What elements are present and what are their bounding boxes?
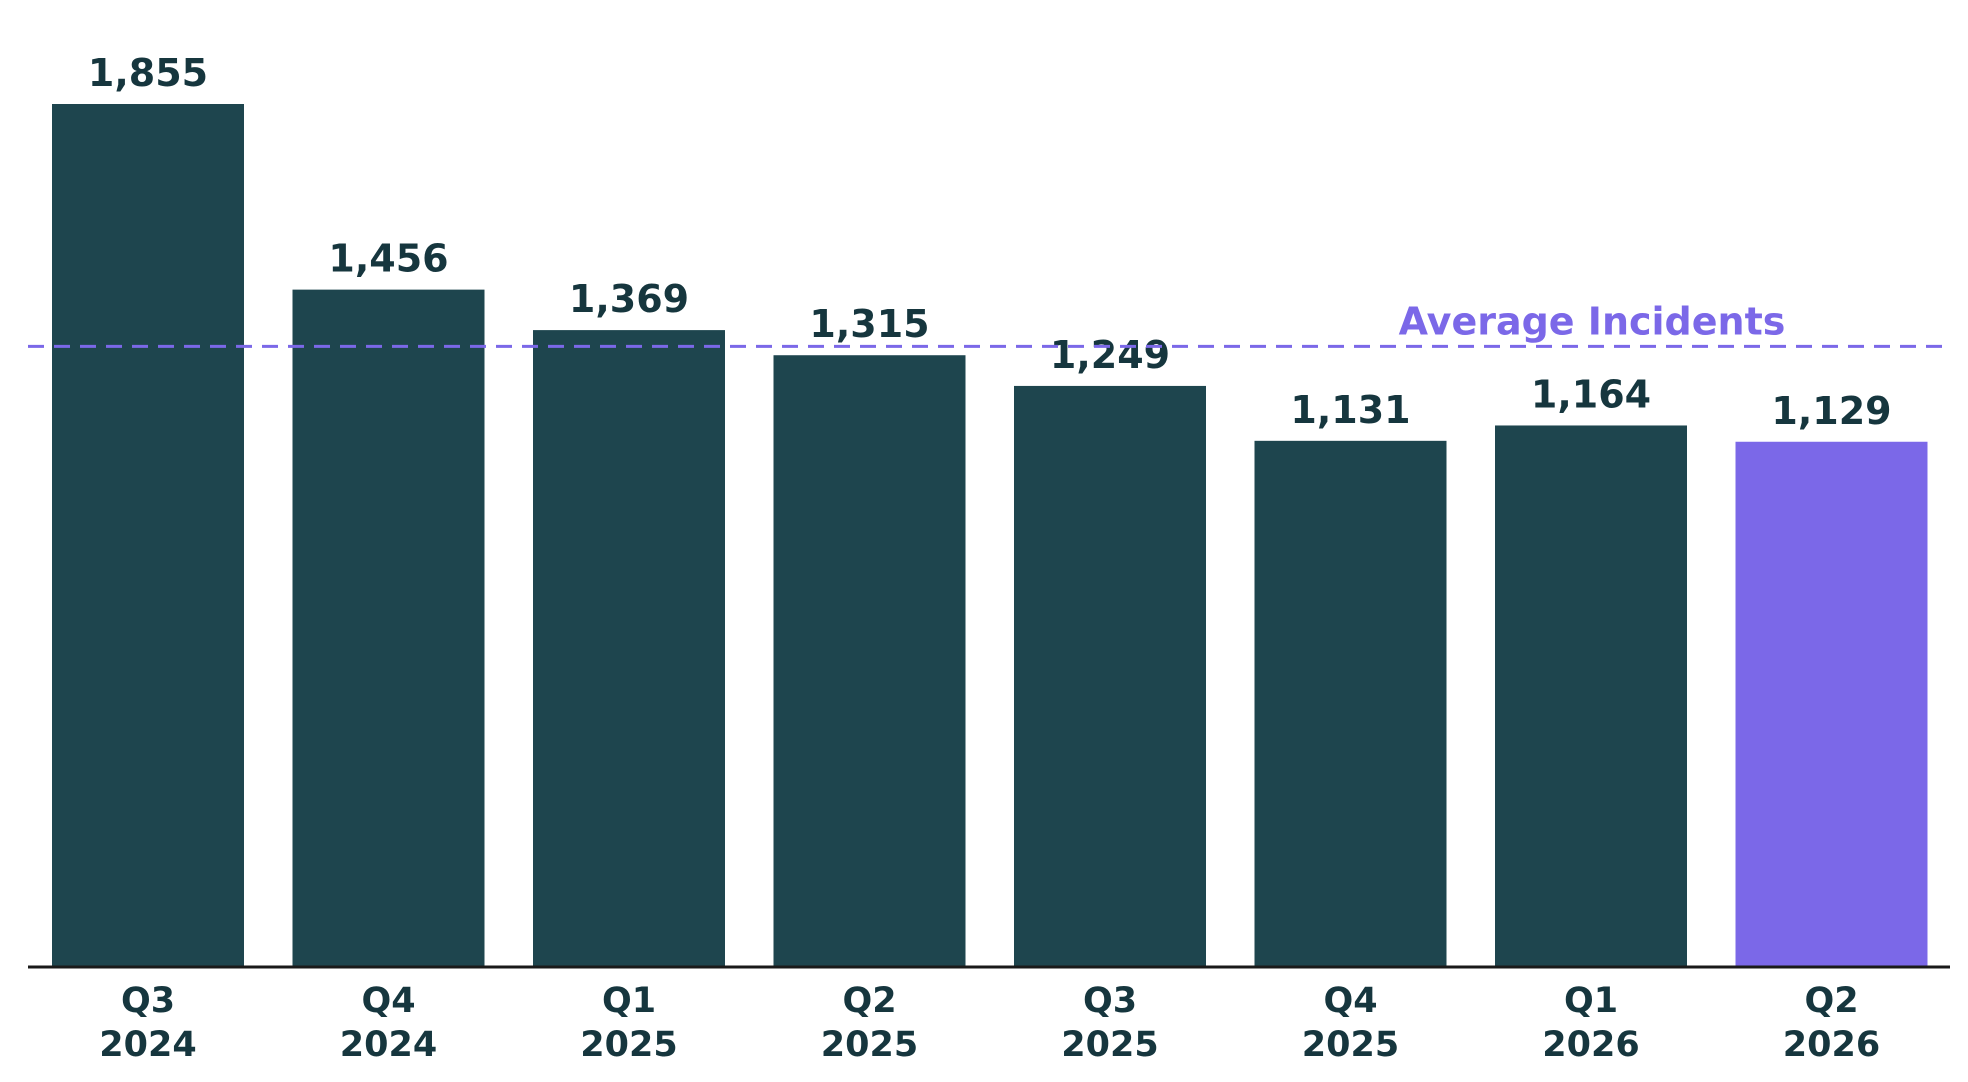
- x-tick-label: Q4 2024: [340, 981, 437, 1065]
- bar-q1-2025: [533, 330, 725, 968]
- bar-value-label: 1,315: [809, 302, 929, 346]
- bar-value-label: 1,855: [88, 51, 208, 95]
- x-tick-quarter: Q2: [842, 981, 896, 1021]
- bar-q3-2025: [1014, 385, 1206, 967]
- x-tick-label: Q3 2024: [99, 981, 196, 1065]
- x-tick-label: Q1 2026: [1542, 981, 1639, 1065]
- bar-q1-2026: [1495, 425, 1687, 967]
- bar-q3-2024: [52, 104, 244, 967]
- bar-value-label: 1,456: [328, 237, 448, 281]
- bar-value-label: 1,164: [1531, 372, 1651, 416]
- x-tick-year: 2025: [1302, 1025, 1399, 1065]
- x-tick-label: Q2 2025: [821, 981, 918, 1065]
- x-tick-year: 2025: [580, 1025, 677, 1065]
- value-labels-group: 1,855 1,456 1,369 1,315 1,249 1,131 1,164 1,129: [88, 51, 1892, 433]
- x-tick-quarter: Q1: [1564, 981, 1618, 1021]
- x-tick-quarter: Q4: [1323, 981, 1377, 1021]
- x-tick-year: 2025: [1061, 1025, 1158, 1065]
- x-tick-quarter: Q4: [361, 981, 415, 1021]
- average-reference-label: Average Incidents: [1399, 299, 1786, 343]
- x-tick-label: Q2 2026: [1783, 981, 1880, 1065]
- x-tick-quarter: Q2: [1804, 981, 1858, 1021]
- x-tick-label: Q3 2025: [1061, 981, 1158, 1065]
- bar-q2-2025: [773, 355, 966, 967]
- x-tick-label: Q4 2025: [1302, 981, 1399, 1065]
- x-tick-year: 2024: [99, 1025, 196, 1065]
- bar-q2-2026: [1735, 441, 1928, 967]
- bar-value-label: 1,129: [1771, 389, 1891, 433]
- x-tick-year: 2026: [1542, 1025, 1639, 1065]
- bars-group: [52, 104, 1928, 968]
- bar-value-label: 1,369: [569, 277, 689, 321]
- x-tick-year: 2024: [340, 1025, 437, 1065]
- x-tick-quarter: Q3: [121, 981, 175, 1021]
- x-tick-year: 2025: [821, 1025, 918, 1065]
- x-tick-label: Q1 2025: [580, 981, 677, 1065]
- x-tick-year: 2026: [1783, 1025, 1880, 1065]
- bar-q4-2024: [292, 289, 485, 967]
- x-tick-quarter: Q1: [602, 981, 656, 1021]
- x-tick-quarter: Q3: [1083, 981, 1137, 1021]
- bar-value-label: 1,131: [1290, 388, 1410, 432]
- bar-value-label: 1,249: [1050, 333, 1170, 377]
- bar-q4-2025: [1254, 440, 1447, 967]
